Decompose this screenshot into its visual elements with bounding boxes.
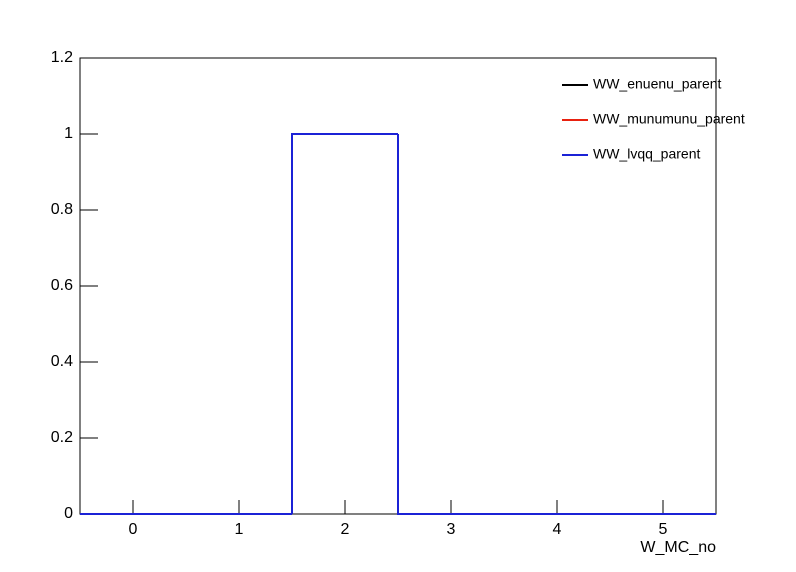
y-tick-label: 1.2 — [51, 49, 73, 66]
legend-label: WW_enuenu_parent — [593, 76, 722, 92]
y-tick-label: 0.2 — [51, 429, 73, 446]
y-tick-label: 0 — [64, 505, 73, 522]
x-tick-label: 4 — [553, 521, 562, 538]
x-tick-label: 3 — [447, 521, 456, 538]
x-tick-label: 5 — [659, 521, 668, 538]
legend-label: WW_munumunu_parent — [593, 111, 745, 127]
y-tick-label: 0.8 — [51, 201, 73, 218]
x-tick-label: 2 — [341, 521, 350, 538]
histogram-bin — [291, 133, 398, 514]
histogram-bin — [397, 134, 504, 515]
y-tick-label: 0.6 — [51, 277, 73, 294]
x-axis-label: W_MC_no — [640, 539, 716, 556]
x-tick-label: 0 — [129, 521, 138, 538]
y-tick-label: 0.4 — [51, 353, 73, 370]
y-tick-label: 1 — [64, 125, 73, 142]
x-tick-label: 1 — [235, 521, 244, 538]
legend-label: WW_lvqq_parent — [593, 146, 700, 162]
